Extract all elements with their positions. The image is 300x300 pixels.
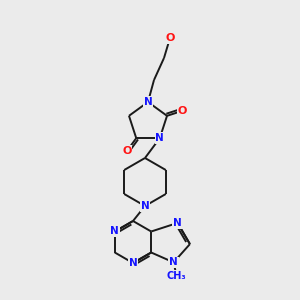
Text: N: N — [155, 133, 164, 143]
Text: N: N — [129, 258, 137, 268]
Text: O: O — [178, 106, 187, 116]
Text: O: O — [165, 33, 175, 43]
Text: CH₃: CH₃ — [167, 271, 186, 281]
Text: N: N — [169, 257, 178, 267]
Text: N: N — [141, 201, 149, 211]
Text: N: N — [144, 97, 152, 107]
Text: N: N — [173, 218, 182, 228]
Text: O: O — [122, 146, 131, 156]
Text: N: N — [110, 226, 119, 236]
